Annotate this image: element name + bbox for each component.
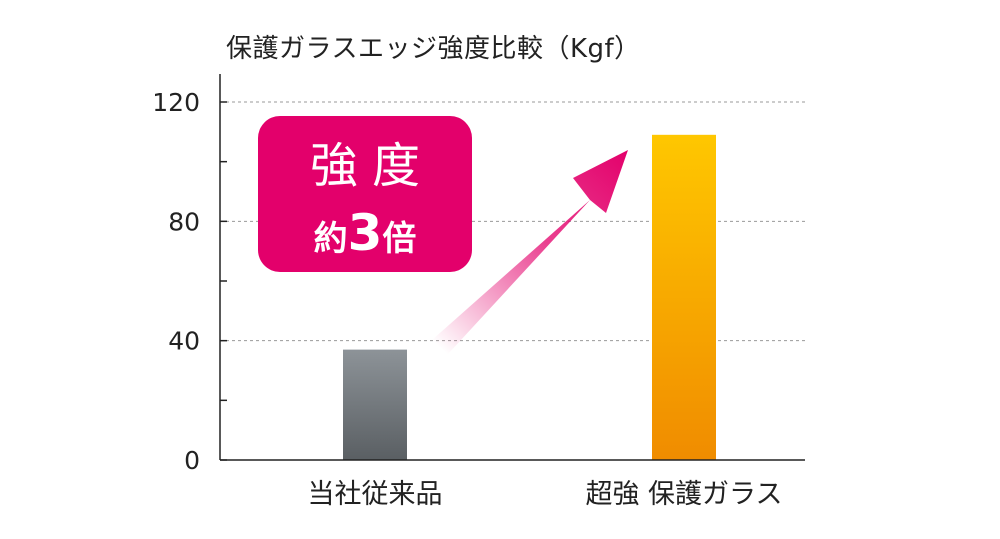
bar (343, 349, 407, 460)
badge-number: 3 (347, 204, 383, 262)
badge-suffix: 倍 (382, 219, 417, 259)
y-tick-label: 120 (152, 88, 200, 117)
chart-title: 保護ガラスエッジ強度比較（Kgf） (226, 34, 641, 64)
bars (343, 134, 716, 461)
strength-badge: 強度 約3倍 (258, 116, 472, 272)
badge-prefix: 約 (313, 219, 348, 259)
x-category-label: 超強 保護ガラス (585, 479, 782, 510)
arrow-group (432, 150, 628, 354)
bar (652, 134, 716, 461)
labels: 0 40 80 120 当社従来品 超強 保護ガラス (152, 88, 782, 510)
growth-arrow (432, 150, 628, 354)
badge-title: 強度 (309, 138, 434, 194)
y-tick-label: 80 (168, 207, 200, 236)
badge-multiplier: 約3倍 (258, 204, 472, 262)
x-category-label: 当社従来品 (308, 479, 443, 510)
axes (219, 74, 805, 461)
y-tick-label: 40 (168, 327, 200, 356)
y-tick-label: 0 (184, 446, 200, 475)
